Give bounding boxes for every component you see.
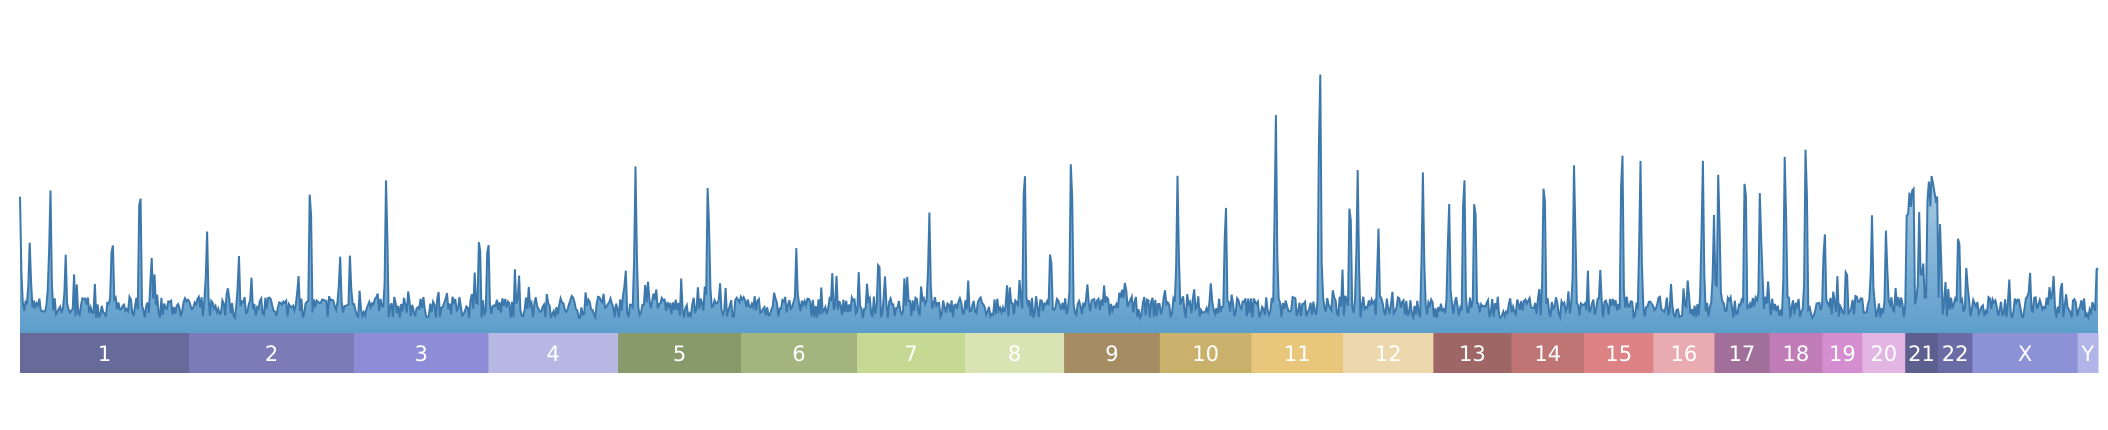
chromosome-band-1: [20, 333, 190, 373]
coverage-line: [19, 74, 2099, 322]
chromosome-band-17: [1714, 333, 1770, 373]
chromosome-band-7: [857, 333, 966, 373]
chromosome-label-5: 5: [673, 342, 686, 366]
chromosome-band-11: [1251, 333, 1344, 373]
chromosome-label-6: 6: [792, 342, 805, 366]
chromosome-label-7: 7: [904, 342, 917, 366]
chromosome-label-1: 1: [98, 342, 111, 366]
chromosome-label-12: 12: [1375, 342, 1402, 366]
chromosome-band-22: [1937, 333, 1973, 373]
chromosome-band-14: [1511, 333, 1585, 373]
chromosome-band-20: [1862, 333, 1906, 373]
chromosome-label-9: 9: [1105, 342, 1118, 366]
chromosome-label-8: 8: [1008, 342, 1021, 366]
chromosome-band-16: [1653, 333, 1715, 373]
chromosome-band-3: [354, 333, 489, 373]
chromosome-label-13: 13: [1459, 342, 1486, 366]
chromosome-band-18: [1769, 333, 1823, 373]
chromosome-label-x: X: [2018, 342, 2032, 366]
chromosome-band-15: [1584, 333, 1654, 373]
chromosome-label-10: 10: [1192, 342, 1219, 366]
chromosome-label-21: 21: [1908, 342, 1935, 366]
chromosome-label-18: 18: [1783, 342, 1810, 366]
chromosome-band-9: [1064, 333, 1161, 373]
chromosome-band-10: [1159, 333, 1252, 373]
chromosome-band-5: [618, 333, 742, 373]
chromosome-label-11: 11: [1284, 342, 1311, 366]
chromosome-band-y: [2077, 333, 2099, 373]
chromosome-label-19: 19: [1829, 342, 1856, 366]
chromosome-band-x: [1972, 333, 2079, 373]
chromosome-band-8: [964, 333, 1065, 373]
chromosome-label-20: 20: [1870, 342, 1897, 366]
chromosome-label-4: 4: [547, 342, 560, 366]
chromosome-label-14: 14: [1534, 342, 1561, 366]
chromosome-label-16: 16: [1671, 342, 1698, 366]
chromosome-label-y: Y: [2080, 342, 2094, 366]
chromosome-label-22: 22: [1942, 342, 1969, 366]
chromosome-label-17: 17: [1729, 342, 1756, 366]
chromosome-band-13: [1433, 333, 1512, 373]
chromosome-band-21: [1905, 333, 1939, 373]
chromosome-band-12: [1343, 333, 1434, 373]
chromosome-bands: 1 2 3 4 5 6 7 8 9 10 11 12 13 14 15 16 17 18 19 20 21 22 X Y: [20, 333, 2099, 373]
chromosome-label-2: 2: [265, 342, 278, 366]
chromosome-band-4: [488, 333, 619, 373]
chromosome-band-2: [189, 333, 355, 373]
chromosome-label-3: 3: [415, 342, 428, 366]
chromosome-band-6: [740, 333, 858, 373]
chromosome-label-15: 15: [1605, 342, 1632, 366]
chromosome-band-19: [1822, 333, 1863, 373]
